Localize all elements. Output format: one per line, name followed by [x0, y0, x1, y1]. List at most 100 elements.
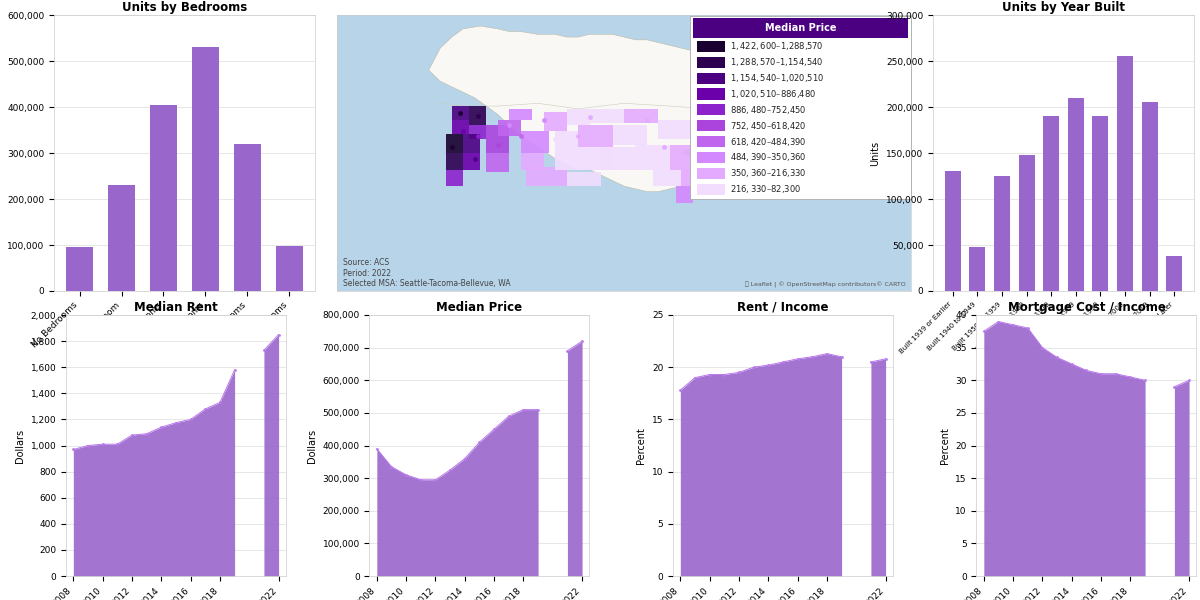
Polygon shape	[612, 125, 647, 145]
Bar	[1092, 116, 1109, 291]
Polygon shape	[566, 109, 589, 125]
Polygon shape	[556, 131, 578, 153]
Y-axis label: Units: Units	[0, 140, 1, 166]
X-axis label: Year Built: Year Built	[1040, 361, 1086, 370]
Point	[701, 131, 720, 141]
Title: Median Price: Median Price	[437, 301, 522, 314]
Point	[442, 143, 461, 152]
Bar	[192, 47, 220, 291]
Polygon shape	[428, 26, 773, 191]
Text: $618,420 – $484,390: $618,420 – $484,390	[730, 136, 806, 148]
Polygon shape	[486, 125, 509, 153]
Bar	[697, 57, 725, 68]
Text: $1,154,540 – $1,020,510: $1,154,540 – $1,020,510	[730, 72, 823, 84]
Y-axis label: Dollars: Dollars	[307, 428, 317, 463]
Polygon shape	[601, 148, 636, 170]
Bar	[994, 176, 1010, 291]
Bar	[108, 185, 136, 291]
Bar	[1068, 98, 1084, 291]
Polygon shape	[521, 153, 544, 170]
Bar	[697, 104, 725, 115]
Point	[614, 131, 634, 141]
Polygon shape	[578, 148, 612, 170]
Text: $886,480 – $752,450: $886,480 – $752,450	[730, 104, 806, 116]
Text: $752,450 – $618,420: $752,450 – $618,420	[730, 120, 806, 132]
Polygon shape	[670, 145, 704, 170]
Point	[569, 131, 588, 141]
Point	[454, 126, 473, 136]
Point	[546, 134, 565, 144]
Title: Mortgage Cost / Income: Mortgage Cost / Income	[1008, 301, 1165, 314]
Y-axis label: Percent: Percent	[940, 427, 949, 464]
Bar	[697, 73, 725, 83]
Title: Units by Year Built: Units by Year Built	[1002, 1, 1126, 14]
Polygon shape	[469, 106, 486, 125]
Bar	[697, 41, 725, 52]
Polygon shape	[446, 153, 463, 170]
Polygon shape	[451, 120, 469, 134]
Polygon shape	[566, 172, 601, 186]
Y-axis label: Percent: Percent	[636, 427, 647, 464]
Point	[511, 131, 530, 141]
Polygon shape	[636, 145, 670, 170]
Polygon shape	[521, 131, 550, 153]
Polygon shape	[486, 153, 509, 172]
Text: $1,288,570 – $1,154,540: $1,288,570 – $1,154,540	[730, 56, 823, 68]
Polygon shape	[692, 109, 716, 128]
Bar	[66, 247, 94, 291]
Point	[468, 111, 487, 121]
Polygon shape	[589, 109, 624, 122]
Polygon shape	[578, 125, 612, 148]
Point	[468, 131, 487, 141]
Point	[707, 115, 726, 125]
X-axis label: Bedrooms: Bedrooms	[160, 377, 209, 387]
Text: $1,422,600 – $1,288,570: $1,422,600 – $1,288,570	[730, 40, 823, 52]
Polygon shape	[716, 109, 739, 120]
Bar	[970, 247, 985, 291]
Text: 🏳 Leaflet | © OpenStreetMap contributors© CARTO: 🏳 Leaflet | © OpenStreetMap contributors…	[744, 282, 905, 288]
Point	[451, 108, 470, 118]
Point	[637, 115, 656, 125]
Polygon shape	[498, 120, 521, 136]
Point	[654, 143, 673, 152]
Bar	[234, 144, 262, 291]
Point	[580, 112, 599, 122]
Polygon shape	[710, 120, 739, 136]
Text: $1,020,510 – $886,480: $1,020,510 – $886,480	[730, 88, 816, 100]
Polygon shape	[463, 153, 480, 170]
Bar	[697, 184, 725, 195]
Bar	[697, 168, 725, 179]
Polygon shape	[446, 134, 463, 153]
Bar	[150, 104, 178, 291]
Polygon shape	[446, 170, 463, 186]
Bar	[1141, 103, 1158, 291]
Polygon shape	[451, 106, 469, 120]
Y-axis label: Units: Units	[870, 140, 881, 166]
Bar	[1043, 116, 1060, 291]
Text: $216,330 – $82,300: $216,330 – $82,300	[730, 183, 800, 195]
FancyBboxPatch shape	[690, 16, 911, 199]
Bar	[697, 152, 725, 163]
Bar	[276, 247, 304, 291]
Polygon shape	[682, 170, 704, 186]
Point	[488, 140, 508, 149]
Polygon shape	[624, 109, 659, 122]
Bar	[1166, 256, 1182, 291]
Y-axis label: Dollars: Dollars	[14, 428, 25, 463]
Text: Median Price: Median Price	[764, 23, 836, 33]
Title: Units by Bedrooms: Units by Bedrooms	[122, 1, 247, 14]
Point	[499, 121, 518, 130]
Polygon shape	[527, 167, 566, 186]
Point	[718, 126, 737, 136]
Text: $484,390 – $350,360: $484,390 – $350,360	[730, 151, 806, 163]
Title: Rent / Income: Rent / Income	[737, 301, 829, 314]
Bar	[697, 136, 725, 147]
Polygon shape	[469, 125, 486, 139]
Polygon shape	[463, 134, 480, 153]
Point	[534, 115, 553, 125]
Text: Source: ACS
Period: 2022
Selected MSA: Seattle-Tacoma-Bellevue, WA: Source: ACS Period: 2022 Selected MSA: S…	[343, 259, 510, 288]
Bar	[1019, 155, 1034, 291]
Title: Median Rent: Median Rent	[134, 301, 218, 314]
Polygon shape	[544, 112, 566, 131]
Point	[466, 154, 485, 163]
